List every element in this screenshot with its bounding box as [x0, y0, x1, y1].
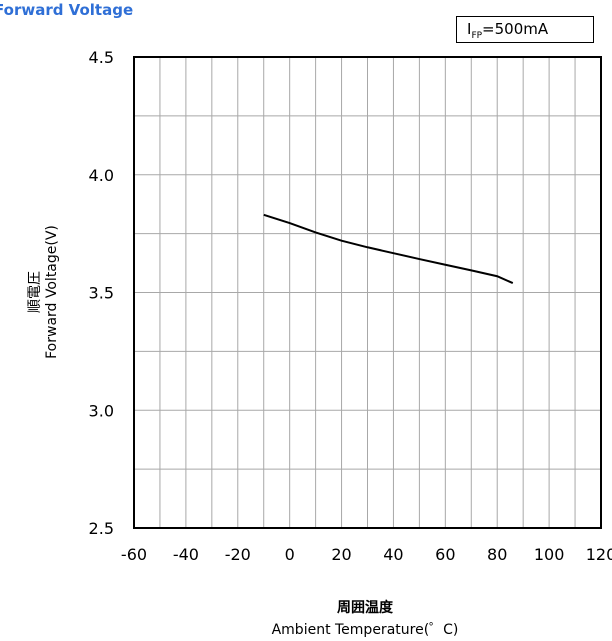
x-tick-label: -60 [121, 545, 147, 564]
condition-symbol: I [467, 20, 472, 38]
x-tick-label: -40 [173, 545, 199, 564]
y-axis-label: 順電圧 Forward Voltage(V) [27, 225, 61, 359]
y-tick-label: 3.0 [89, 401, 114, 420]
x-tick-label: 0 [285, 545, 295, 564]
x-tick-label: 120 [586, 545, 612, 564]
x-tick-label: -20 [225, 545, 251, 564]
y-axis-label-jp: 順電圧 [27, 271, 43, 314]
plot-area-frame [133, 56, 602, 529]
x-tick-label: 20 [331, 545, 351, 564]
condition-box: IFP=500mA [456, 16, 594, 43]
condition-value: =500mA [482, 20, 549, 38]
x-tick-label: 40 [383, 545, 403, 564]
chart-title: Forward Voltage [0, 1, 134, 19]
condition-subscript: FP [471, 31, 483, 41]
x-tick-label: 60 [435, 545, 455, 564]
x-axis-label: 周囲温度 Ambient Temperature(゜C) [272, 597, 459, 641]
y-tick-label: 3.5 [89, 284, 114, 303]
y-axis-label-en: Forward Voltage(V) [44, 225, 60, 359]
x-axis-label-en: Ambient Temperature(゜C) [271, 622, 459, 638]
y-tick-label: 4.5 [89, 48, 114, 67]
x-tick-label: 100 [534, 545, 565, 564]
y-tick-label: 4.0 [89, 166, 114, 185]
x-axis-label-jp: 周囲温度 [337, 600, 393, 616]
y-tick-label: 2.5 [89, 519, 114, 538]
series-line [263, 213, 514, 284]
x-tick-label: 80 [487, 545, 507, 564]
